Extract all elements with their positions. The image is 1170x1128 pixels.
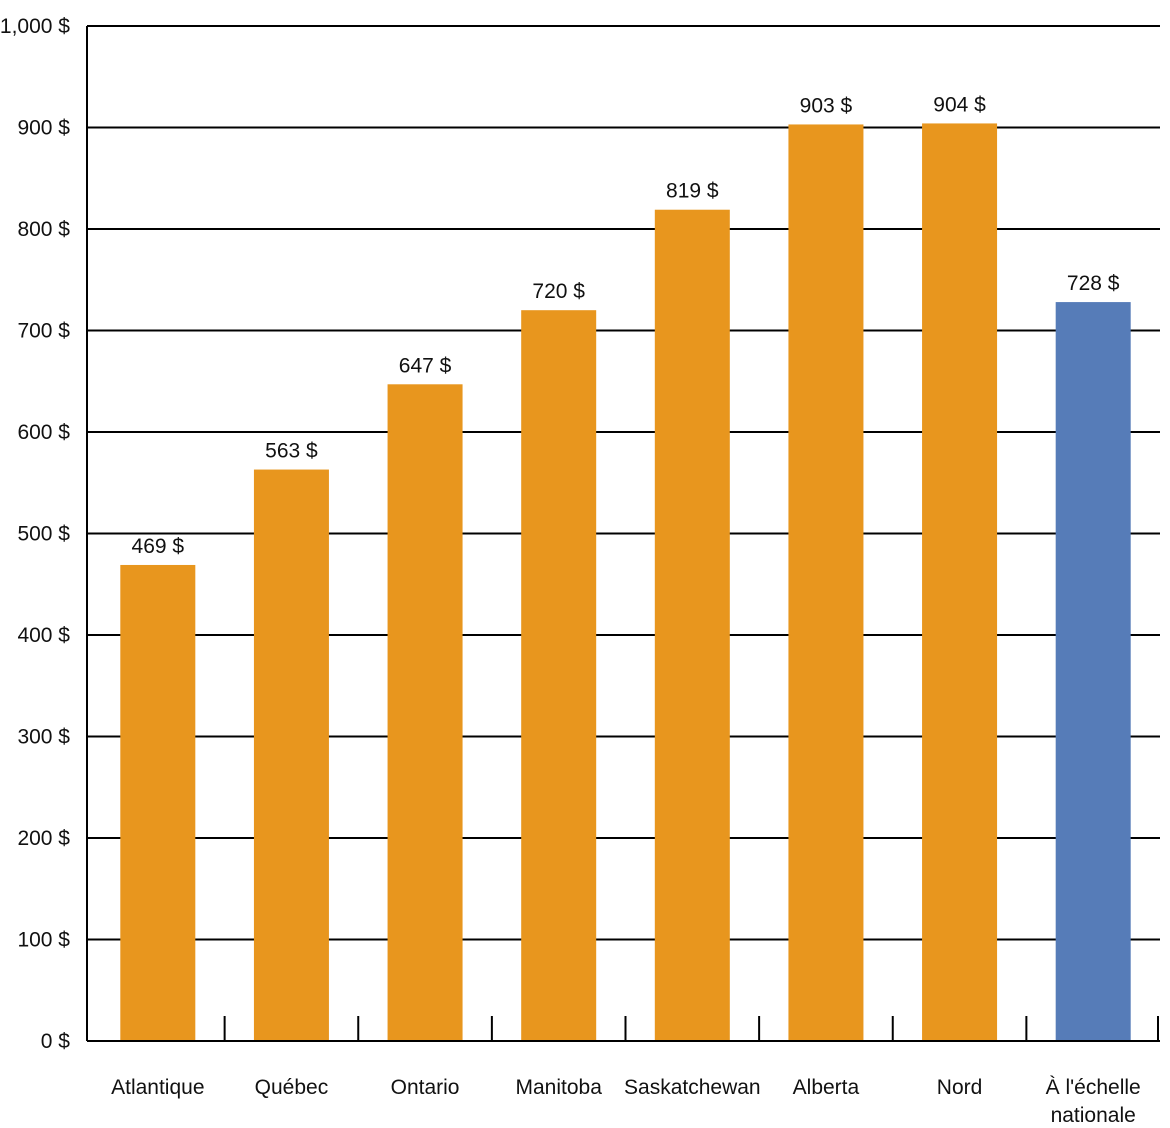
bar	[654, 209, 730, 1042]
x-tick-label: Québec	[255, 1076, 329, 1099]
x-tick-label: Manitoba	[515, 1076, 602, 1099]
x-tick-label: Saskatchewan	[624, 1076, 761, 1099]
y-axis-tick-labels: 0 $ 100 $ 200 $ 300 $ 400 $ 500 $ 600 $ 700 $ 80…	[0, 15, 70, 1053]
data-label: 563 $	[265, 440, 318, 463]
data-label: 903 $	[800, 94, 853, 117]
y-tick-label: 900 $	[17, 117, 70, 140]
y-tick-label: 600 $	[17, 421, 70, 444]
y-tick-label: 300 $	[17, 726, 70, 749]
data-label: 647 $	[399, 354, 452, 377]
y-tick-label: 1,000 $	[0, 15, 70, 38]
y-tick-label: 0 $	[41, 1030, 71, 1053]
data-label: 819 $	[666, 180, 719, 203]
bar	[1055, 302, 1131, 1042]
y-tick-label: 400 $	[17, 624, 70, 647]
data-label: 728 $	[1067, 272, 1120, 295]
bar	[521, 310, 597, 1041]
x-tick-label: À l'échelle	[1046, 1076, 1141, 1099]
y-tick-label: 100 $	[17, 929, 70, 952]
bar	[120, 564, 196, 1041]
data-label: 720 $	[532, 280, 585, 303]
value-labels: 469 $ 563 $ 647 $ 720 $ 819 $ 903 $ 904 $ 728 $	[132, 93, 1120, 558]
y-tick-label: 800 $	[17, 218, 70, 241]
bar	[387, 384, 463, 1041]
bar	[253, 469, 329, 1041]
category-labels: Atlantique Québec Ontario Manitoba Saskatche…	[111, 1076, 1141, 1127]
data-label: 904 $	[933, 93, 986, 116]
bar	[922, 123, 998, 1041]
bars	[120, 123, 1131, 1042]
x-tick-label: nationale	[1051, 1104, 1136, 1127]
y-tick-label: 700 $	[17, 320, 70, 343]
x-tick-label: Nord	[937, 1076, 983, 1099]
axes	[86, 26, 1160, 1042]
x-tick-label: Atlantique	[111, 1076, 204, 1099]
bar	[788, 124, 864, 1041]
y-tick-label: 200 $	[17, 827, 70, 850]
y-tick-label: 500 $	[17, 523, 70, 546]
data-label: 469 $	[132, 535, 185, 558]
x-tick-label: Ontario	[391, 1076, 460, 1099]
x-tick-label: Alberta	[793, 1076, 860, 1099]
gridlines	[87, 25, 1160, 941]
